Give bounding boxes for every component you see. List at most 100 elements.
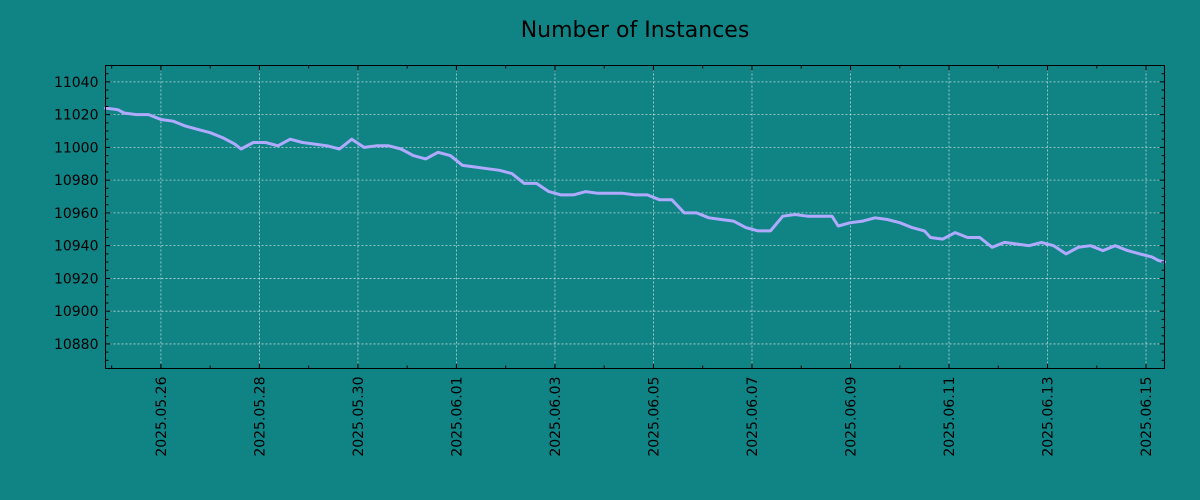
y-tick-label: 11040 [54,75,99,91]
x-tick-label: 2025.05.30 [351,377,367,457]
x-tick-label: 2025.06.15 [1139,377,1155,457]
y-tick-label: 10880 [54,337,99,353]
data-point [363,146,365,148]
data-point [942,238,944,240]
data-point [1053,245,1055,247]
data-point [240,148,242,150]
y-tick-label: 10940 [54,239,99,255]
data-point [148,114,150,116]
data-point [314,143,316,145]
data-point [197,128,199,130]
y-tick-label: 11000 [54,140,99,156]
data-point [886,219,888,220]
series-layer [104,106,1166,264]
data-point [536,182,537,184]
data-point [1090,245,1092,247]
data-point [930,237,931,238]
data-point [683,212,685,214]
y-tick-label: 10960 [54,206,99,222]
data-point [234,143,236,145]
data-point [794,214,796,215]
tick-labels: 10880 10900 10920 10940 10960 10980 11000 11020… [54,75,1155,457]
data-point [862,220,864,222]
data-point [1003,241,1005,243]
x-tick-label: 2025.06.01 [449,376,465,456]
x-tick-label: 2025.06.03 [548,377,564,457]
data-point [1028,245,1030,247]
data-point [185,125,186,127]
data-point [874,217,876,219]
data-point [991,246,993,248]
data-point [806,215,808,217]
data-point [1040,241,1042,243]
data-point [911,227,913,229]
data-point [123,112,125,114]
data-point [634,194,636,196]
x-tick-label: 2025.06.05 [646,377,662,457]
data-point [172,120,174,122]
x-tick-label: 2025.06.13 [1041,377,1057,457]
data-point [486,168,488,170]
data-point [757,230,759,232]
data-point [1127,250,1129,252]
data-point [671,199,673,201]
data-point [339,148,340,150]
x-tick-label: 2025.06.09 [843,377,859,457]
data-point [899,222,901,224]
data-point [160,119,162,120]
data-point [289,138,291,140]
data-point [222,137,223,139]
x-tick-label: 2025.05.26 [154,376,170,456]
series-line [104,106,1166,264]
data-point [837,225,839,227]
data-point [585,191,587,193]
ticks [105,65,1165,369]
data-point [1077,246,1079,248]
data-point [388,145,390,147]
data-point [1157,259,1159,261]
data-point [412,155,414,157]
x-tick-label: 2025.06.07 [745,377,761,457]
x-tick-label: 2025.06.11 [942,377,958,457]
data-point [511,173,513,175]
y-tick-label: 10980 [54,173,99,189]
data-point [302,142,303,143]
y-tick-label: 11020 [54,108,99,124]
data-point [425,158,427,160]
y-tick-label: 10900 [54,304,99,320]
data-point [499,169,500,171]
data-point [1114,245,1116,247]
data-point [572,194,574,196]
data-point [622,192,624,194]
data-point [745,227,747,229]
data-point [659,199,661,201]
data-point [782,215,784,217]
data-point [770,230,771,232]
data-point [326,145,328,147]
data-point [1102,250,1104,252]
data-point [548,191,550,193]
data-point [819,215,821,217]
data-point [609,192,611,194]
data-point [135,114,137,116]
data-point [117,109,119,111]
data-point [733,220,734,222]
data-point [954,232,956,234]
data-point [597,192,599,194]
data-point [720,219,722,220]
plot-frame [105,65,1165,369]
data-point [209,132,211,134]
data-point [708,217,710,219]
data-point [831,215,833,217]
data-point [437,151,439,153]
data-point [850,222,851,224]
data-point [375,145,377,147]
chart-title: Number of Instances [521,18,750,43]
data-point [646,194,648,196]
data-point [265,142,267,143]
data-point [979,237,981,238]
data-point [523,182,525,184]
y-tick-label: 10920 [54,271,99,287]
